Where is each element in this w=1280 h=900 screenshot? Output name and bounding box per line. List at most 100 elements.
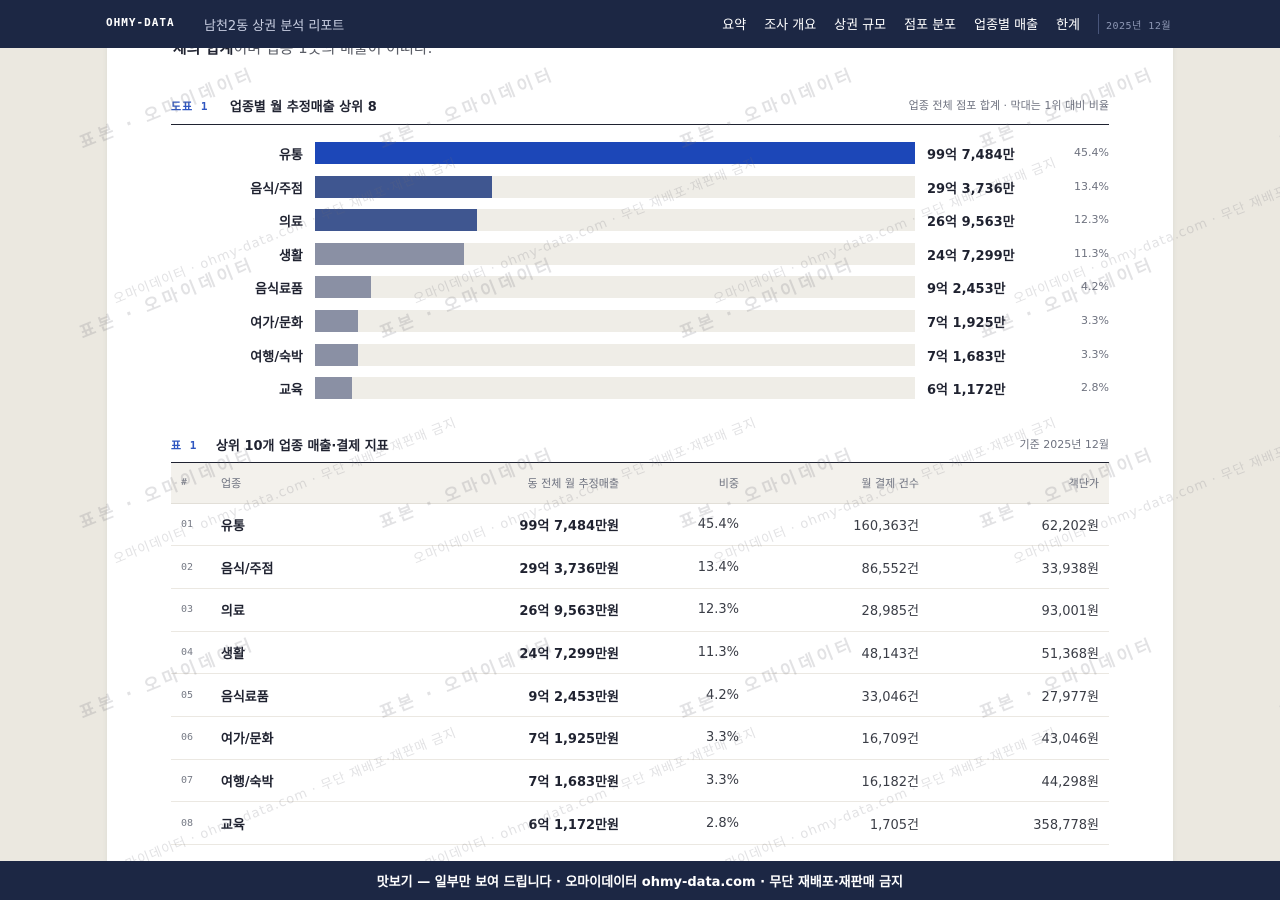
cell-sales: 9억 2,453만원	[449, 673, 629, 717]
table-row: 01 유통 99억 7,484만원 45.4% 160,363건 62,202원	[171, 503, 1109, 547]
bar-value-label: 9억 2,453만	[927, 282, 1006, 298]
bar-value-label: 26억 9,563만	[927, 215, 1015, 231]
cell-transactions: 16,182건	[749, 759, 929, 803]
table-row: 04 생활 24억 7,299만원 11.3% 48,143건 51,368원	[171, 631, 1109, 675]
bar-category-label: 음식료품	[255, 282, 303, 298]
nav-link-overview[interactable]: 조사 개요	[764, 18, 817, 33]
nav-link-store-distribution[interactable]: 점포 분포	[904, 18, 957, 33]
bar	[315, 142, 915, 164]
cell-transactions: 33,046건	[749, 673, 929, 717]
cell-rank: 01	[171, 503, 211, 547]
bar-category-label: 교육	[279, 383, 303, 399]
cell-rank: 02	[171, 545, 211, 589]
bar-category-label: 생활	[279, 248, 303, 264]
bar-category-label: 여행/숙박	[250, 349, 303, 365]
bar-category-label: 음식/주점	[250, 181, 303, 197]
cell-share: 2.8%	[629, 801, 749, 845]
cell-industry: 교육	[211, 801, 449, 845]
cell-sales: 7억 1,925만원	[449, 716, 629, 760]
bar-row: 생활 24억 7,299만 11.3%	[171, 242, 1109, 265]
bar-category-label: 의료	[279, 215, 303, 231]
cell-share: 3.3%	[629, 716, 749, 760]
bar-row: 유통 99억 7,484만 45.4%	[171, 142, 1109, 164]
bar-track	[315, 377, 915, 400]
cell-sales: 99억 7,484만원	[449, 503, 629, 547]
cell-share: 11.3%	[629, 631, 749, 675]
figure-title: 업종별 월 추정매출 상위 8	[230, 100, 377, 115]
nav-link-summary[interactable]: 요약	[722, 18, 747, 33]
bar-row: 음식/주점 29억 3,736만 13.4%	[171, 175, 1109, 198]
table-row: 02 음식/주점 29억 3,736만원 13.4% 86,552건 33,938원	[171, 545, 1109, 589]
cell-industry: 여가/문화	[211, 716, 449, 760]
bar-share-label: 3.3%	[1081, 314, 1109, 327]
table-body: 01 유통 99억 7,484만원 45.4% 160,363건 62,202원 02 음식/…	[171, 503, 1109, 845]
bar-track	[315, 142, 915, 164]
bar-value-label: 29억 3,736만	[927, 181, 1015, 197]
bar-share-label: 3.3%	[1081, 347, 1109, 361]
cell-industry: 음식료품	[211, 673, 449, 717]
top-navigation-bar: OHMY-DATA 남천2동 상권 분석 리포트 요약 조사 개요 상권 규모 …	[0, 0, 1280, 48]
cell-sales: 24억 7,299만원	[449, 631, 629, 675]
bar-row: 여가/문화 7억 1,925만 3.3%	[171, 310, 1109, 332]
bar-track	[315, 276, 915, 299]
bar-share-label: 45.4%	[1074, 146, 1109, 159]
cell-transactions: 1,705건	[749, 801, 929, 845]
cell-sales: 6억 1,172만원	[449, 801, 629, 845]
bar	[315, 175, 492, 198]
table-note: 기준 2025년 12월	[1019, 438, 1109, 451]
report-title: 남천2동 상권 분석 리포트	[204, 19, 345, 34]
bar-share-label: 11.3%	[1074, 246, 1109, 260]
cell-rank: 03	[171, 588, 211, 632]
bar	[315, 343, 359, 366]
cell-avg-ticket: 44,298원	[929, 759, 1109, 803]
bar-share-label: 4.2%	[1081, 280, 1109, 294]
nav-link-sales-by-industry[interactable]: 업종별 매출	[974, 18, 1039, 33]
cell-share: 4.2%	[629, 673, 749, 717]
cell-avg-ticket: 27,977원	[929, 673, 1109, 717]
cell-transactions: 160,363건	[749, 503, 929, 547]
bar-value-label: 6억 1,172만	[927, 383, 1006, 399]
preview-banner-text: 맛보기 — 일부만 보여 드립니다 · 오마이데이터 ohmy-data.com…	[376, 875, 904, 890]
cell-sales: 7억 1,683만원	[449, 759, 629, 803]
cell-avg-ticket: 43,046원	[929, 716, 1109, 760]
bar-track	[315, 209, 915, 232]
figure-note: 업종 전체 점포 합계 · 막대는 1위 대비 비율	[908, 99, 1109, 112]
cell-transactions: 48,143건	[749, 631, 929, 675]
cell-industry: 생활	[211, 631, 449, 675]
table-row: 05 음식료품 9억 2,453만원 4.2% 33,046건 27,977원	[171, 673, 1109, 717]
table-row: 03 의료 26억 9,563만원 12.3% 28,985건 93,001원	[171, 588, 1109, 632]
bar-row: 의료 26억 9,563만 12.3%	[171, 209, 1109, 232]
bar-row: 교육 6억 1,172만 2.8%	[171, 377, 1109, 400]
column-header-transactions: 월 결제 건수	[749, 463, 929, 504]
column-header-industry: 업종	[211, 463, 449, 504]
industry-metrics-table: # 업종 동 전체 월 추정매출 비중 월 결제 건수 객단가 01 유통 99억 …	[171, 463, 1109, 845]
column-header-share: 비중	[629, 463, 749, 504]
figure-label: 도표 1	[171, 100, 209, 113]
bar-track	[315, 343, 915, 366]
cell-sales: 29억 3,736만원	[449, 545, 629, 589]
section-nav: 요약 조사 개요 상권 규모 점포 분포 업종별 매출 한계	[722, 14, 1080, 33]
cell-share: 13.4%	[629, 545, 749, 589]
watermark-text: 표본 · 오마이데이터	[1276, 64, 1280, 154]
cell-avg-ticket: 93,001원	[929, 588, 1109, 632]
figure-header: 도표 1 업종별 월 추정매출 상위 8 업종 전체 점포 합계 · 막대는 1…	[171, 96, 1109, 125]
bar-row: 음식료품 9억 2,453만 4.2%	[171, 276, 1109, 299]
nav-link-market-size[interactable]: 상권 규모	[834, 18, 887, 33]
cell-rank: 06	[171, 716, 211, 760]
bar-value-label: 99억 7,484만	[927, 148, 1015, 163]
cell-transactions: 86,552건	[749, 545, 929, 589]
cell-avg-ticket: 51,368원	[929, 631, 1109, 675]
bar-share-label: 12.3%	[1074, 213, 1109, 227]
bar-share-label: 13.4%	[1074, 179, 1109, 193]
nav-link-limitations[interactable]: 한계	[1056, 18, 1080, 33]
table-title: 상위 10개 업종 매출·결제 지표	[216, 439, 389, 454]
cell-industry: 여행/숙박	[211, 759, 449, 803]
cell-industry: 의료	[211, 588, 449, 632]
cell-rank: 07	[171, 759, 211, 803]
bar	[315, 242, 464, 265]
bar-share-label: 2.8%	[1081, 381, 1109, 395]
brand-logo[interactable]: OHMY-DATA	[106, 16, 175, 29]
bar	[315, 377, 352, 400]
table-row: 07 여행/숙박 7억 1,683만원 3.3% 16,182건 44,298원	[171, 759, 1109, 803]
bar-value-label: 7억 1,925만	[927, 316, 1006, 331]
